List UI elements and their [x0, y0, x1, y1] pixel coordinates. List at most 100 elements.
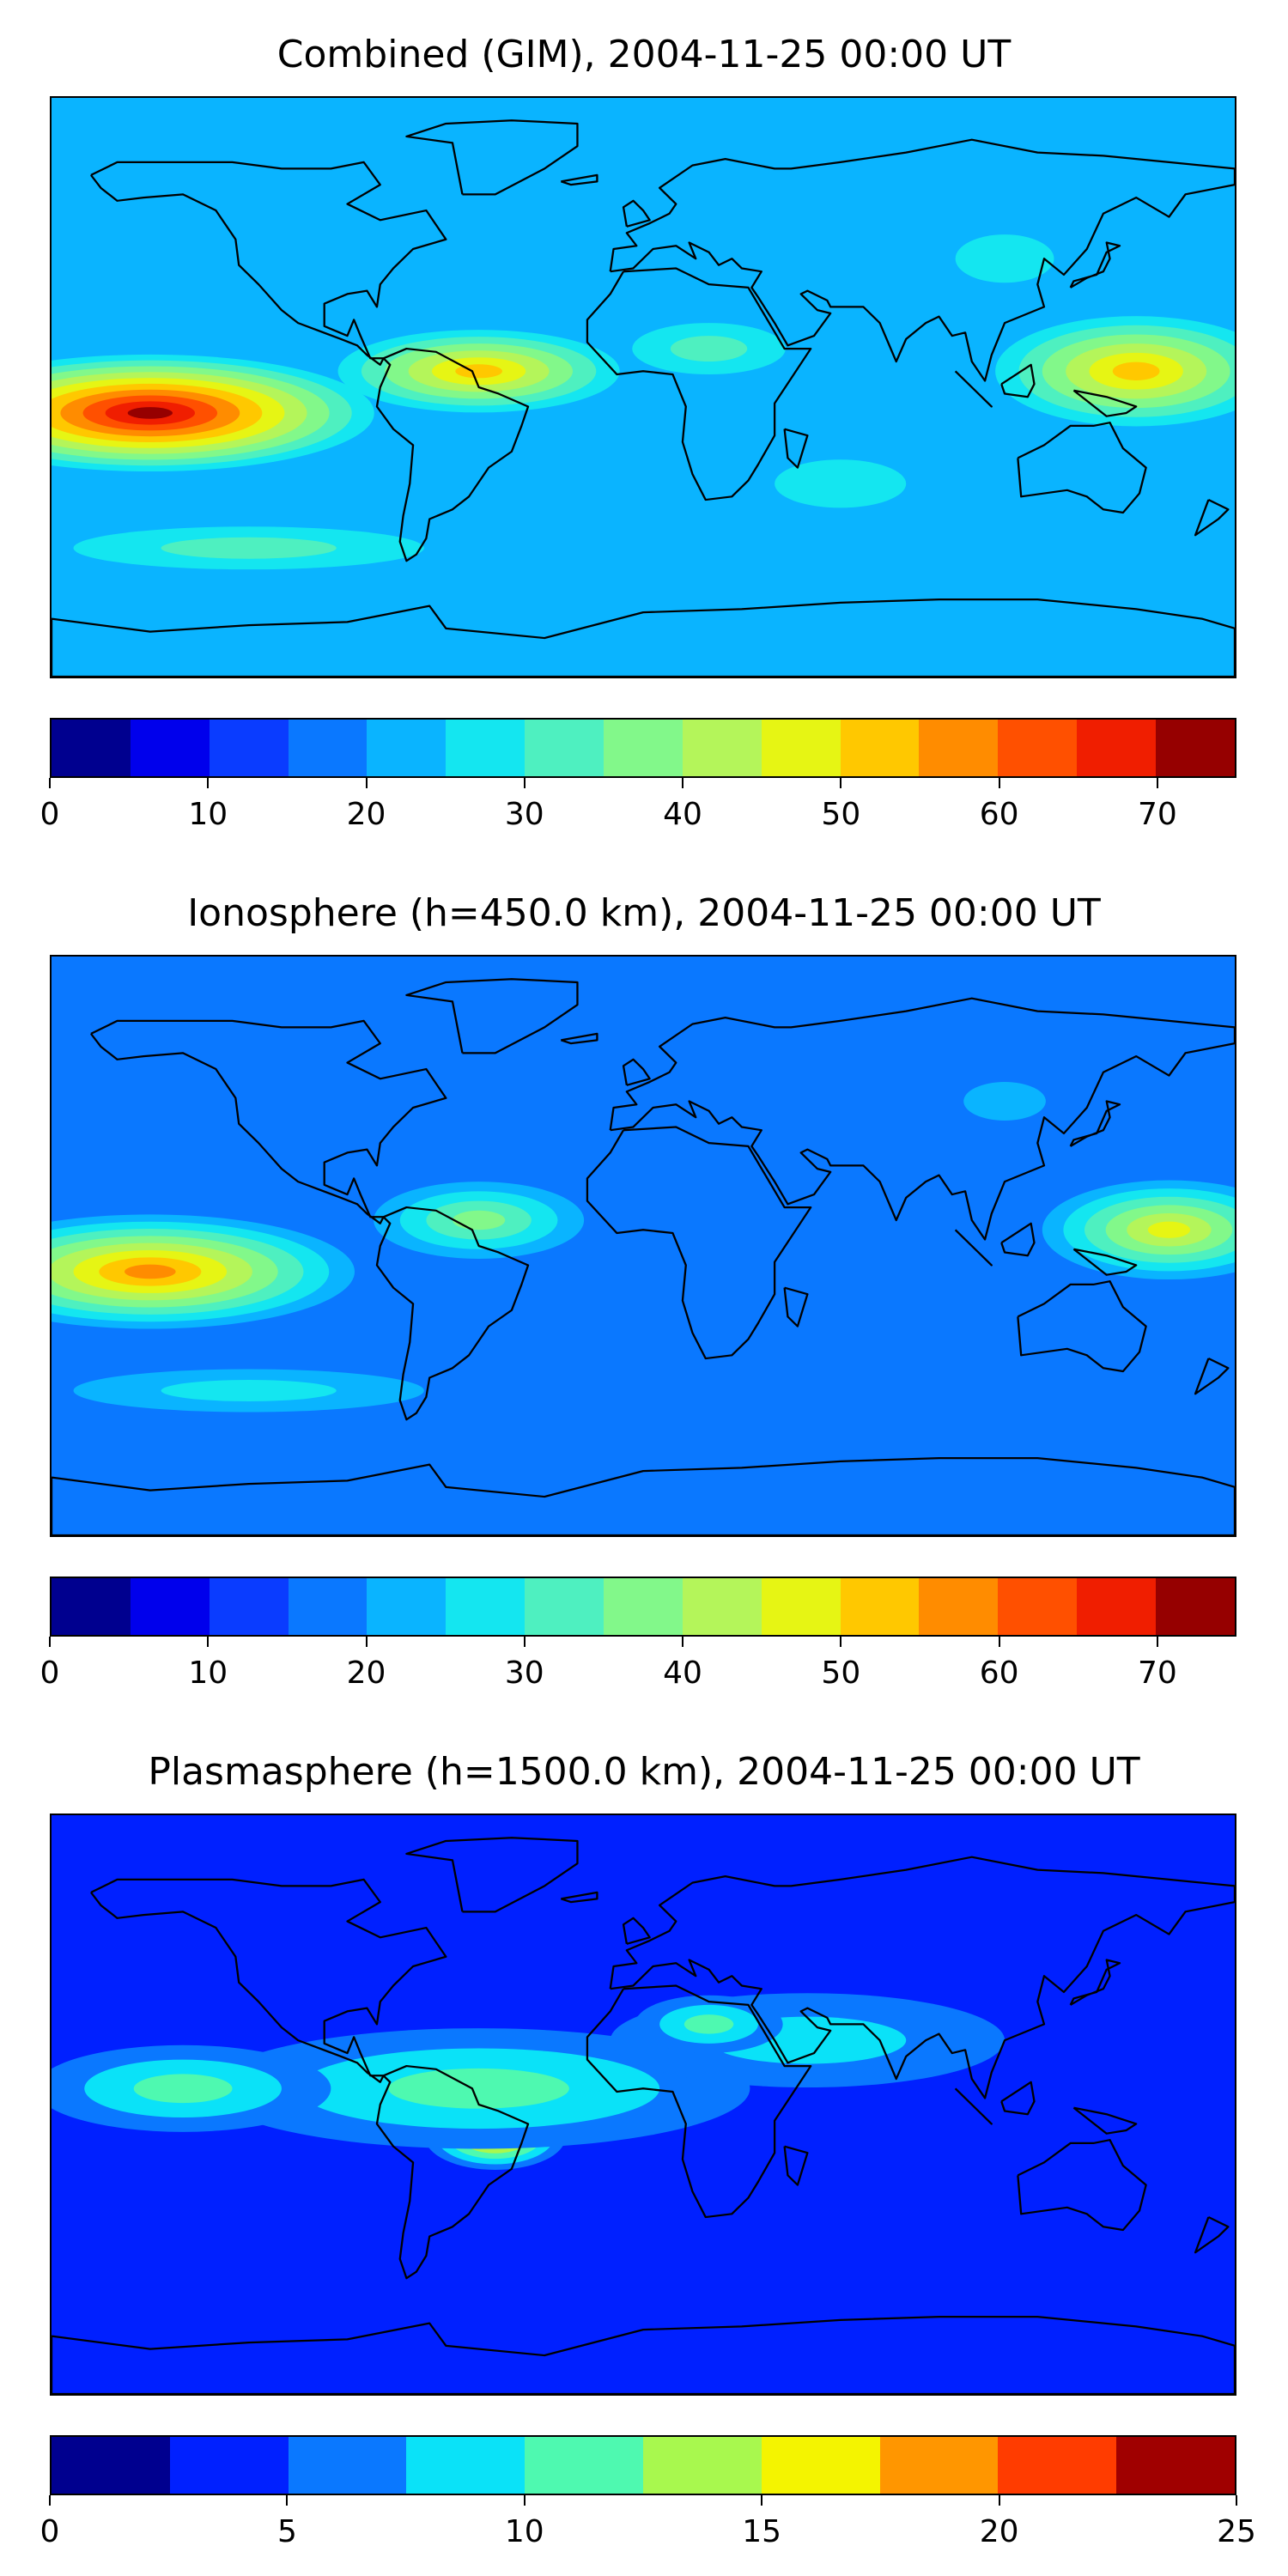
coastline	[783, 2145, 809, 2186]
coastline	[405, 978, 579, 1054]
tec-contour-band	[683, 2014, 734, 2034]
colorbar-tick	[365, 778, 368, 788]
coastline	[1194, 499, 1230, 537]
colorbar-tick	[523, 2495, 526, 2506]
colorbar-segment	[840, 720, 920, 776]
colorbar-tick-label: 30	[504, 797, 544, 832]
colorbar-segment	[169, 2437, 289, 2494]
colorbar-tick	[1236, 2495, 1237, 2506]
colorbar-segment	[209, 720, 289, 776]
coastline	[1194, 1358, 1230, 1395]
colorbar-tick-label: 10	[188, 797, 228, 832]
colorbar-tick	[1156, 1637, 1158, 1647]
colorbar-segment	[1156, 720, 1235, 776]
tec-contour-band	[161, 537, 337, 559]
tec-map	[50, 96, 1236, 678]
colorbar-tick	[998, 2495, 1000, 2506]
tec-contour-band	[775, 459, 907, 508]
colorbar-tick	[761, 2495, 763, 2506]
tec-map	[50, 955, 1236, 1537]
coastline	[783, 428, 809, 469]
coastline	[90, 1878, 447, 2083]
map-title: Ionosphere (h=450.0 km), 2004-11-25 00:0…	[187, 891, 1101, 935]
colorbar-tick-label: 70	[1137, 1656, 1177, 1691]
coastline	[560, 173, 598, 186]
coastline	[560, 1032, 598, 1045]
coastline	[375, 347, 530, 562]
coastline	[52, 1457, 1235, 1535]
coastline	[622, 1058, 651, 1086]
colorbar-tick-label: 30	[504, 1656, 544, 1691]
colorbar-segment	[525, 2437, 643, 2494]
colorbar-segment	[288, 2437, 407, 2494]
colorbar-segment	[1077, 720, 1157, 776]
tec-contour-band	[670, 336, 748, 362]
colorbar-tick-label: 20	[346, 1656, 386, 1691]
colorbar-segment	[367, 1578, 447, 1635]
colorbar-segment	[525, 1578, 605, 1635]
coastline	[1072, 2106, 1138, 2135]
colorbar-segment	[604, 720, 683, 776]
coastline	[52, 598, 1235, 677]
colorbar-segment	[682, 1578, 762, 1635]
tec-contour-band	[127, 407, 173, 419]
tec-contour-band	[1147, 1221, 1191, 1238]
colorbar	[50, 1577, 1236, 1637]
colorbar-tick	[682, 1637, 684, 1647]
colorbar-ticks: 0 10 20 30 40 50 60 70	[40, 778, 1236, 832]
colorbar-segment	[879, 2437, 999, 2494]
colorbar-segment	[52, 720, 131, 776]
colorbar-segment	[52, 2437, 170, 2494]
tec-map-svg	[52, 1815, 1235, 2394]
tec-contour-band	[452, 1210, 506, 1230]
colorbar-segment	[130, 1578, 210, 1635]
colorbar-tick	[523, 778, 526, 788]
panel-ionosphere: Ionosphere (h=450.0 km), 2004-11-25 00:0…	[0, 859, 1288, 1717]
coastline	[1069, 1959, 1121, 2006]
coastline	[560, 1891, 598, 1904]
tec-contour-band	[161, 1380, 337, 1401]
coastline	[954, 370, 993, 408]
coastline	[405, 119, 579, 196]
coastline	[622, 1917, 651, 1945]
coastline	[1000, 2081, 1036, 2116]
coastline	[783, 1286, 809, 1327]
colorbar-tick	[49, 2495, 51, 2506]
tec-contour-band	[133, 2074, 233, 2104]
coastline	[52, 2316, 1235, 2394]
map-title: Combined (GIM), 2004-11-25 00:00 UT	[276, 33, 1012, 76]
colorbar-tick	[49, 1637, 51, 1647]
coastline	[375, 2064, 530, 2280]
colorbar-tick-label: 40	[663, 797, 702, 832]
colorbar-segment	[642, 2437, 762, 2494]
coastline	[586, 1126, 812, 1360]
panel-combined: Combined (GIM), 2004-11-25 00:00 UT 0 10 2…	[0, 0, 1288, 859]
colorbar-segment	[1156, 1578, 1235, 1635]
tec-contour-band	[955, 234, 1054, 283]
map-title: Plasmasphere (h=1500.0 km), 2004-11-25 0…	[148, 1750, 1140, 1794]
colorbar-tick	[998, 778, 1000, 788]
colorbar-segment	[840, 1578, 920, 1635]
tec-contour-band	[963, 1082, 1046, 1121]
tec-map-svg	[52, 957, 1235, 1535]
colorbar-tick-label: 5	[276, 2514, 297, 2549]
coastline	[586, 267, 812, 501]
colorbar-tick-label: 0	[39, 1656, 60, 1691]
colorbar-segment	[604, 1578, 683, 1635]
colorbar-tick	[49, 778, 51, 788]
colorbar-segment	[52, 1578, 131, 1635]
coastline	[90, 1019, 447, 1224]
colorbar-tick	[998, 1637, 1000, 1647]
tec-contour-band	[388, 2068, 569, 2109]
colorbar-segment	[998, 1578, 1078, 1635]
coastline	[1000, 363, 1036, 398]
coastline	[1072, 389, 1138, 417]
colorbar-segment	[209, 1578, 289, 1635]
colorbar-tick-label: 0	[39, 2514, 60, 2549]
colorbar-segment	[367, 720, 447, 776]
colorbar-segment	[1077, 1578, 1157, 1635]
coastline	[1069, 241, 1121, 289]
colorbar-segment	[919, 1578, 999, 1635]
coastline	[405, 1837, 579, 1913]
colorbar-segment	[446, 1578, 526, 1635]
